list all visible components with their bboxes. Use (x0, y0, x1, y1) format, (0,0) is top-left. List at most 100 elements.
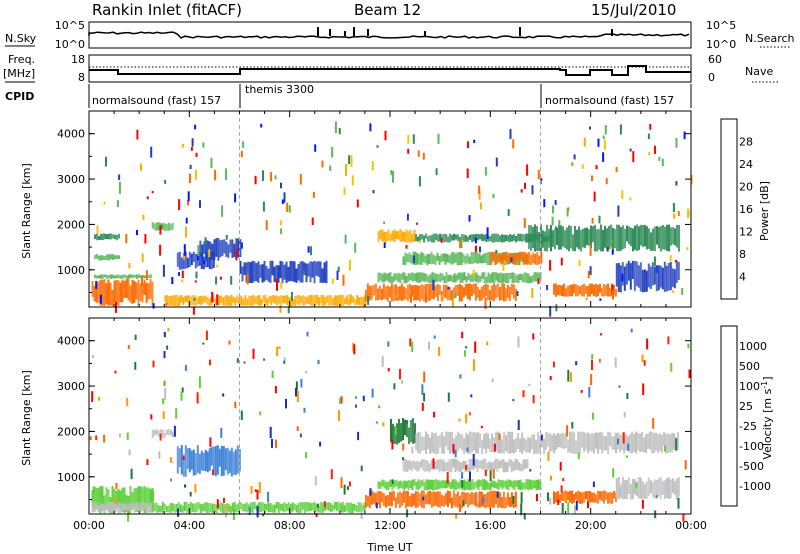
echo-cell (489, 439, 492, 452)
speckle (367, 295, 370, 305)
speckle (312, 191, 315, 198)
echo-cell (524, 251, 527, 265)
speckle (305, 371, 308, 374)
echo-cell (114, 255, 116, 260)
speckle (629, 148, 632, 152)
speckle (353, 344, 356, 355)
echo-cell (178, 251, 181, 270)
echo-cell (495, 482, 498, 489)
echo-cell (497, 431, 500, 454)
echo-cell (353, 503, 356, 511)
echo-cell (433, 273, 436, 284)
echo-cell (424, 459, 427, 473)
echo-cell (504, 497, 507, 508)
echo-cell (565, 288, 567, 297)
speckle (210, 157, 213, 168)
echo-cell (94, 234, 96, 240)
echo-cell (625, 480, 628, 499)
speckle (96, 225, 99, 234)
y-tick-label: 3000 (57, 173, 85, 186)
echo-cell (448, 459, 451, 472)
echo-cell (570, 226, 572, 249)
echo-cell (496, 251, 499, 265)
speckle (575, 500, 578, 511)
echo-cell (439, 233, 442, 242)
echo-cell (601, 287, 603, 297)
echo-cell (485, 432, 488, 454)
echo-cell (529, 276, 532, 283)
echo-cell (249, 262, 252, 283)
echo-cell (279, 260, 282, 278)
speckle (573, 154, 576, 160)
echo-cell (678, 225, 680, 252)
speckle (267, 491, 270, 503)
echo-cell (339, 503, 342, 513)
echo-cell (502, 283, 505, 302)
echo-cell (149, 279, 152, 299)
echo-cell (110, 233, 112, 240)
echo-cell (583, 491, 585, 503)
echo-cell (462, 491, 465, 505)
speckle (614, 357, 617, 368)
speckle (331, 147, 334, 158)
speckle (305, 452, 308, 459)
echo-cell (178, 448, 181, 468)
echo-cell (387, 229, 390, 241)
speckle (580, 390, 583, 393)
echo-cell (641, 269, 644, 293)
echo-cell (597, 432, 600, 454)
echo-cell (615, 263, 618, 287)
echo-cell (103, 504, 106, 513)
speckle (675, 137, 678, 148)
echo-cell (372, 492, 375, 504)
freq-left-label: Freq. (8, 53, 35, 66)
speckle (202, 142, 205, 148)
echo-cell (669, 262, 672, 291)
velocity-y-axis-label: Slant Range [km] (20, 370, 33, 466)
speckle (591, 175, 593, 181)
speckle (486, 341, 489, 346)
echo-cell (659, 265, 662, 288)
echo-cell (485, 234, 488, 242)
echo-cell (631, 260, 634, 280)
echo-cell (651, 482, 654, 498)
speckle (407, 135, 410, 144)
echo-cell (477, 234, 480, 241)
echo-cell (673, 433, 676, 450)
speckle (145, 270, 148, 281)
x-tick-label: 00:00 (675, 519, 707, 532)
echo-cell (402, 490, 405, 503)
echo-cell (432, 284, 435, 300)
echo-cell (418, 285, 421, 302)
speckle (619, 124, 622, 135)
speckle (342, 274, 345, 286)
echo-cell (466, 253, 469, 264)
echo-cell (482, 285, 485, 298)
echo-cell (392, 490, 395, 501)
echo-cell (108, 233, 110, 240)
echo-cell (653, 267, 656, 285)
echo-cell (169, 429, 172, 436)
echo-cell (390, 283, 393, 302)
echo-cell (170, 295, 173, 306)
speckle (283, 357, 286, 361)
echo-cell (463, 479, 466, 491)
echo-cell (466, 283, 469, 300)
echo-cell (141, 282, 144, 303)
echo-cell (478, 289, 481, 302)
power-y-axis-label: Slant Range [km] (20, 163, 33, 259)
echo-cell (417, 236, 420, 242)
echo-cell (404, 288, 407, 300)
speckle (512, 139, 515, 149)
echo-cell (94, 254, 96, 259)
echo-cell (470, 284, 473, 296)
speckle (202, 342, 205, 345)
echo-cell (480, 255, 483, 264)
speckle (459, 504, 461, 513)
colorbar-tick-label: 12 (739, 226, 753, 239)
speckle (402, 443, 405, 451)
echo-cell (417, 432, 420, 453)
speckle (259, 411, 262, 416)
echo-cell (426, 491, 429, 505)
speckle (394, 295, 397, 298)
